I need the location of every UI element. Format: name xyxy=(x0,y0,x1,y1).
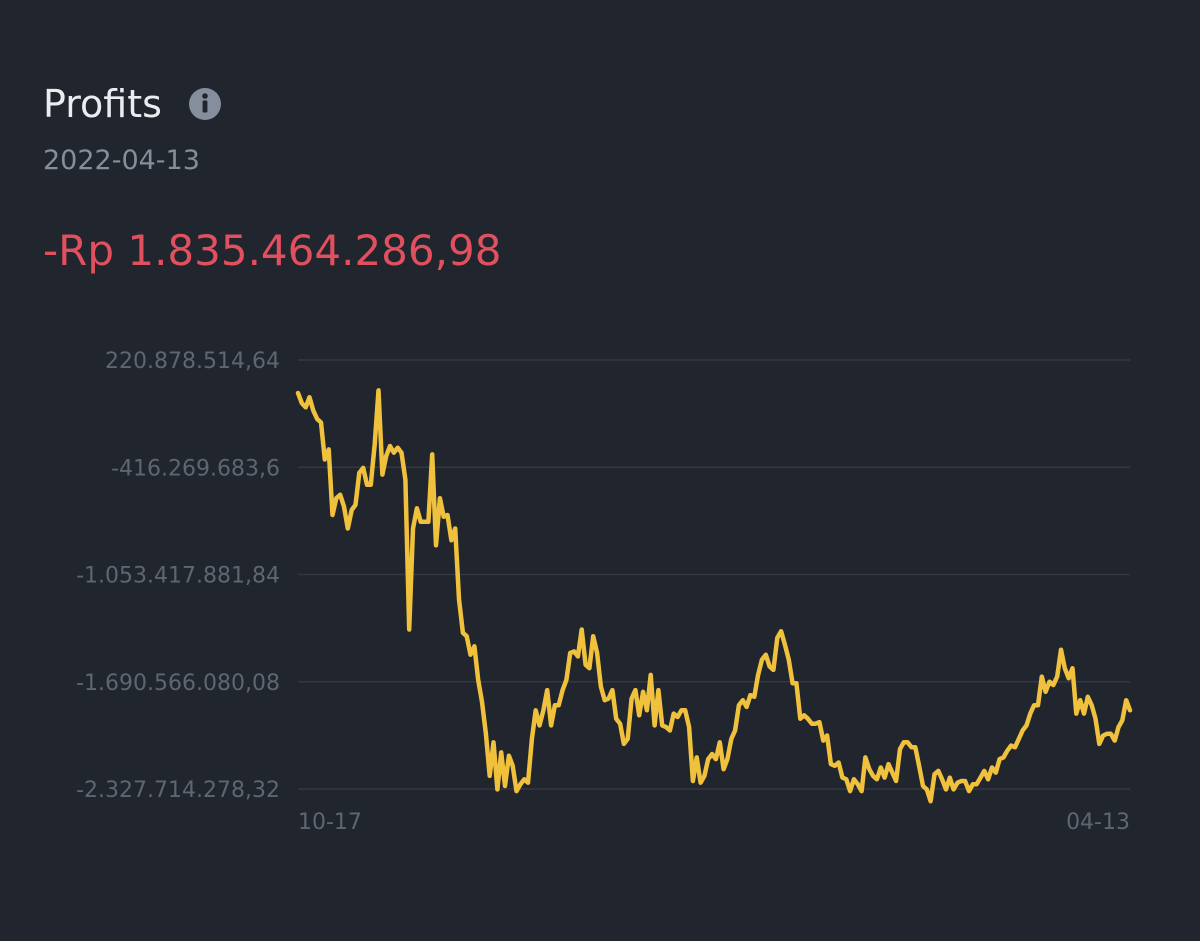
x-tick-label: 10-17 xyxy=(298,810,362,835)
y-tick-label: -1.053.417.881,84 xyxy=(76,564,280,589)
title-row: Profits xyxy=(43,78,222,130)
y-tick-label: 220.878.514,64 xyxy=(105,349,280,374)
profits-header: Profits xyxy=(43,78,222,130)
y-tick-label: -416.269.683,6 xyxy=(111,456,280,481)
y-tick-label: -1.690.566.080,08 xyxy=(76,671,280,696)
y-tick-label: -2.327.714.278,32 xyxy=(76,778,280,803)
x-tick-label: 04-13 xyxy=(1066,810,1130,835)
profit-series-line xyxy=(295,388,1133,804)
page-title: Profits xyxy=(43,82,162,126)
chart-grid xyxy=(298,359,1130,790)
info-icon[interactable] xyxy=(188,87,222,121)
profit-value: -Rp 1.835.464.286,98 xyxy=(43,226,502,275)
date-label: 2022-04-13 xyxy=(43,145,200,176)
x-axis-labels: 10-17 04-13 xyxy=(298,810,1130,835)
y-axis-labels: 220.878.514,64 -416.269.683,6 -1.053.417.8… xyxy=(76,349,280,803)
